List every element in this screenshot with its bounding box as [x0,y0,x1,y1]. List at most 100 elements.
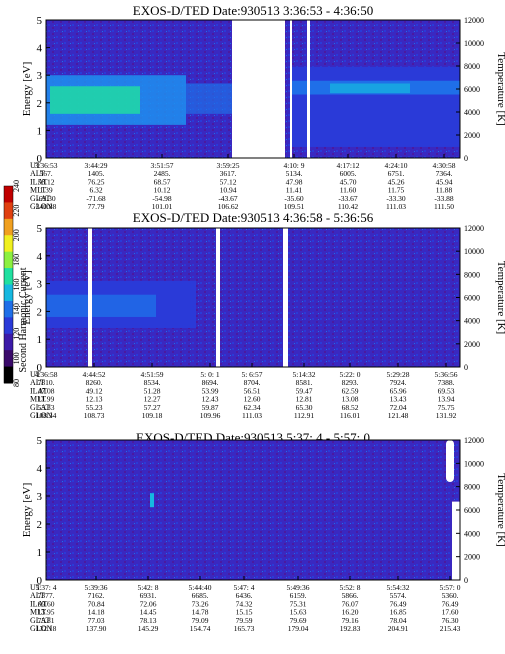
row-label: ALT [30,378,45,387]
table-cell: 14.18 [88,608,105,617]
table-cell: 13.08 [342,395,359,404]
y-axis-label: Energy [eV] [21,270,33,324]
data-gap [232,19,285,159]
colorbar-segment [4,300,13,318]
table-cell: 56.51 [244,386,261,395]
panel-3: EXOS-D/TED Date:930513 5:37: 4 - 5:57: 0… [21,430,505,633]
emission-band [46,66,460,147]
colorbar-segment [4,284,13,302]
table-cell: 58.12 [38,177,55,186]
colorbar-segment [4,366,13,384]
table-cell: 5:57: 0 [439,583,460,592]
colorbar-segment [4,333,13,351]
table-cell: 5:47: 4 [233,583,254,592]
emission-band [46,280,196,329]
table-cell: 62.34 [244,403,261,412]
y2-tick-label: 2000 [464,340,480,349]
panel-title: EXOS-D/TED Date:930513 4:36:58 - 5:36:56 [133,210,374,225]
table-cell: 15.63 [290,608,307,617]
table-cell: 13.94 [438,395,455,404]
table-cell: 75.31 [290,599,307,608]
table-cell: 68.57 [154,177,171,186]
table-cell: 8581. [296,378,313,387]
table-cell: 109.51 [284,202,305,211]
colorbar-tick-label: 200 [12,229,21,241]
colorbar-segment [4,251,13,269]
table-cell: 72.04 [390,403,407,412]
table-cell: 70.84 [88,599,105,608]
colorbar-tick-label: 220 [12,205,21,217]
table-cell: 5:42: 8 [137,583,158,592]
colorbar-segment [4,350,13,368]
table-cell: 215.43 [440,624,461,633]
y2-tick-label: 6000 [464,85,480,94]
table-cell: 57.27 [144,403,161,412]
y2-axis-label: Temperature [K] [495,473,505,546]
colorbar-segment [4,202,13,220]
y-tick-label: 4 [37,43,43,55]
table-cell: 5:22: 0 [339,370,360,379]
table-cell: 5:14:32 [293,370,316,379]
colorbar: 80 100 120 140 160 180 200 220 240 Second Harmon… [3,180,29,387]
row-label: GLAT [30,194,51,203]
table-cell: 109.96 [200,411,221,420]
table-cell: 8260. [86,378,103,387]
table-cell: 6005. [340,169,357,178]
table-cell: 3:36:53 [35,161,58,170]
table-cell: 49.12 [86,386,103,395]
table-cell: 6159. [290,591,307,600]
table-cell: 5866. [342,591,359,600]
table-cell: -43.67 [218,194,238,203]
colorbar-segment [4,268,13,285]
colorbar-label: Second Harmonic Current [18,267,29,372]
colorbar-tick-label: 240 [12,180,21,192]
y-tick-label: 3 [37,70,43,82]
row-label: UT [30,370,41,379]
y2-tick-label: 4000 [464,317,480,326]
table-cell: 4:30:58 [433,161,456,170]
table-cell: 77.03 [88,616,105,625]
table-cell: 8694. [202,378,219,387]
table-cell: 11.41 [286,186,303,195]
y2-tick-label: 0 [464,576,468,585]
band-segment [292,66,460,147]
table-cell: 204.91 [388,624,409,633]
row-label: ILAT [30,599,47,608]
row-label: UT [30,583,41,592]
table-cell: 45.94 [436,177,453,186]
data-gap [216,227,220,368]
y2-tick-label: 2000 [464,131,480,140]
table-cell: 192.83 [340,624,361,633]
table-cell: 75.81 [38,616,55,625]
table-cell: 2485. [154,169,171,178]
table-cell: 78.13 [140,616,157,625]
table-cell: 11.99 [38,395,55,404]
table-cell: 59.87 [202,403,219,412]
table-cell: 13.95 [38,608,55,617]
colorbar-tick-label: 80 [12,379,21,387]
table-cell: 10.12 [154,186,171,195]
table-cell: 77.79 [88,202,105,211]
table-cell: 7364. [436,169,453,178]
table-cell: 132.18 [36,624,57,633]
table-cell: 8704. [244,378,261,387]
table-cell: 15.15 [236,608,253,617]
table-cell: 62.59 [342,386,359,395]
table-cell: 79.59 [236,616,253,625]
table-cell: 76.30 [442,616,459,625]
row-label: GLON [30,411,52,420]
row-label: GLAT [30,403,51,412]
data-gap [452,501,460,580]
table-cell: 5:52: 8 [339,583,360,592]
table-cell: 79.16 [342,616,359,625]
y-axis-label: Energy [eV] [21,483,33,537]
table-cell: 108.73 [84,411,105,420]
table-cell: 55.23 [86,403,103,412]
table-cell: 165.73 [234,624,255,633]
data-gap [446,440,454,482]
table-cell: 111.03 [386,202,406,211]
table-cell: 6931. [140,591,157,600]
y2-tick-label: 8000 [464,62,480,71]
table-cell: 8534. [144,378,161,387]
